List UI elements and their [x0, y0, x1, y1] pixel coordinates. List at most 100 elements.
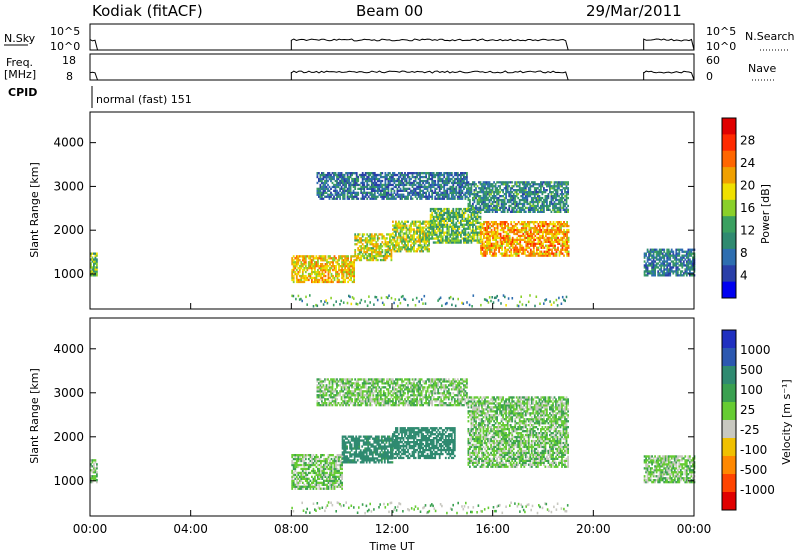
heatmap-cell — [346, 301, 349, 305]
heatmap-cell — [304, 276, 307, 280]
heatmap-cell — [497, 181, 500, 184]
heatmap-cell — [423, 226, 426, 229]
heatmap-cell — [690, 266, 693, 269]
heatmap-cell — [320, 257, 322, 260]
heatmap-cell — [342, 265, 345, 268]
heatmap-cell — [675, 268, 678, 271]
heatmap-cell — [324, 257, 327, 260]
heatmap-cell — [532, 254, 535, 257]
heatmap-cell — [481, 254, 484, 257]
heatmap-cell — [291, 477, 294, 480]
heatmap-cell — [343, 175, 346, 179]
heatmap-cell — [91, 461, 94, 464]
heatmap-cell — [295, 255, 298, 258]
heatmap-cell — [379, 191, 382, 194]
heatmap-cell — [520, 195, 523, 198]
heatmap-cell — [651, 248, 653, 251]
heatmap-cell — [495, 248, 497, 251]
heatmap-cell — [428, 197, 430, 200]
heatmap-cell — [405, 240, 408, 243]
heatmap-cell — [510, 240, 513, 243]
heatmap-cell — [460, 173, 462, 177]
heatmap-cell — [324, 465, 327, 469]
heatmap-cell — [350, 278, 352, 282]
heatmap-cell — [455, 181, 458, 185]
heatmap-cell — [392, 236, 394, 239]
heatmap-cell — [491, 200, 494, 204]
heatmap-cell — [660, 266, 663, 269]
heatmap-cell — [486, 224, 488, 228]
heatmap-cell — [358, 239, 361, 242]
heatmap-cell — [529, 252, 532, 255]
heatmap-cell — [311, 259, 313, 262]
heatmap-cell — [526, 181, 529, 184]
heatmap-cell — [379, 247, 382, 250]
heatmap-cell — [332, 485, 334, 488]
heatmap-cell — [355, 302, 358, 306]
heatmap-cell — [372, 235, 375, 238]
heatmap-cell — [323, 465, 325, 469]
heatmap-cell — [402, 246, 405, 249]
heatmap-cell — [464, 175, 467, 179]
heatmap-cell — [679, 258, 682, 261]
heatmap-cell — [336, 259, 339, 262]
heatmap-cell — [292, 278, 295, 282]
heatmap-cell — [555, 250, 558, 253]
heatmap-cell — [300, 471, 303, 475]
heatmap-cell — [464, 181, 467, 185]
heatmap-cell — [502, 294, 505, 297]
heatmap-cell — [425, 187, 427, 190]
heatmap-cell — [511, 236, 514, 240]
heatmap-cell — [556, 202, 559, 206]
heatmap-cell — [485, 208, 488, 211]
heatmap-cell — [672, 272, 675, 275]
heatmap-cell — [369, 253, 372, 256]
heatmap-cell — [443, 219, 446, 222]
heatmap-cell — [295, 461, 298, 465]
heatmap-cell — [515, 183, 518, 186]
heatmap-cell — [555, 238, 558, 241]
heatmap-cell — [414, 230, 417, 233]
heatmap-cell — [484, 254, 487, 257]
heatmap-cell — [511, 238, 514, 241]
heatmap-cell — [346, 175, 349, 179]
heatmap-cell — [449, 241, 452, 244]
heatmap-cell — [300, 473, 303, 477]
heatmap-cell — [520, 252, 523, 255]
heatmap-cell — [336, 179, 338, 183]
heatmap-cell — [486, 234, 488, 238]
heatmap-cell — [655, 266, 658, 269]
heatmap-cell — [490, 299, 492, 303]
heatmap-cell — [398, 177, 400, 181]
heatmap-cell — [491, 191, 494, 194]
power-colorbar-tick: 8 — [740, 246, 748, 260]
heatmap-cell — [320, 263, 322, 266]
heatmap-cell — [91, 270, 94, 273]
heatmap-cell — [381, 193, 384, 196]
heatmap-cell — [502, 208, 504, 211]
heatmap-cell — [367, 187, 370, 190]
heatmap-cell — [358, 233, 361, 236]
heatmap-cell — [446, 197, 449, 200]
heatmap-cell — [410, 234, 412, 237]
heatmap-cell — [566, 246, 568, 249]
heatmap-cell — [360, 237, 363, 240]
heatmap-cell — [539, 236, 541, 240]
heatmap-cell — [440, 173, 443, 177]
heatmap-cell — [342, 191, 344, 194]
heatmap-cell — [492, 223, 494, 226]
heatmap-cell — [407, 244, 409, 247]
heatmap-cell — [537, 200, 539, 204]
heatmap-cell — [689, 266, 691, 269]
heatmap-cell — [490, 234, 493, 238]
heatmap-cell — [532, 185, 535, 188]
heatmap-cell — [523, 210, 526, 213]
heatmap-cell — [435, 225, 438, 228]
heatmap-cell — [450, 221, 453, 224]
heatmap-cell — [329, 461, 331, 465]
heatmap-cell — [295, 465, 298, 469]
heatmap-cell — [505, 181, 507, 184]
heatmap-cell — [556, 210, 559, 213]
heatmap-cell — [343, 173, 346, 177]
heatmap-cell — [515, 181, 518, 184]
